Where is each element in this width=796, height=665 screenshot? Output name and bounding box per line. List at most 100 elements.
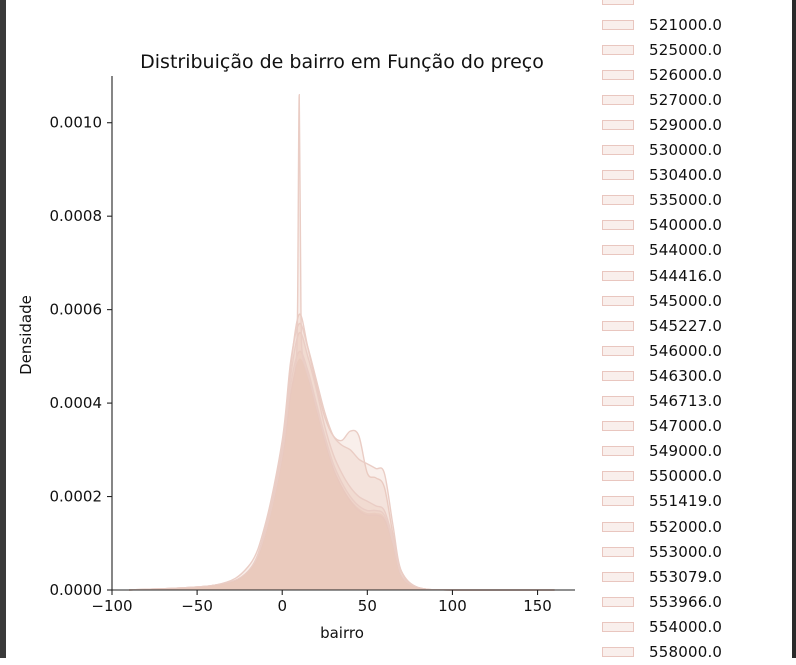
- y-tick-label: 0.0006: [50, 301, 103, 319]
- legend-swatch: [602, 0, 634, 5]
- y-tick-label: 0.0000: [50, 581, 103, 599]
- legend-swatch: [602, 69, 634, 80]
- legend-label: 552000.0: [649, 517, 723, 536]
- legend-swatch: [602, 345, 634, 356]
- legend-swatch: [602, 195, 634, 206]
- legend-item: 529000.0: [602, 112, 792, 137]
- legend-label: 530400.0: [649, 166, 723, 185]
- legend-item: 535000.0: [602, 188, 792, 213]
- legend-swatch: [602, 270, 634, 281]
- legend-swatch: [602, 396, 634, 407]
- legend-item: 545000.0: [602, 288, 792, 313]
- legend-label: 546300.0: [649, 366, 723, 385]
- density-area-1: [129, 314, 555, 590]
- legend-item: 530000.0: [602, 138, 792, 163]
- legend-swatch: [602, 145, 634, 156]
- legend-swatch: [602, 446, 634, 457]
- y-tick-label: 0.0002: [50, 488, 103, 506]
- legend: 521000.0 525000.0 526000.0 527000.0 529000.0…: [602, 0, 792, 665]
- legend-swatch: [602, 646, 634, 657]
- legend-label: 526000.0: [649, 65, 723, 84]
- legend-swatch: [602, 220, 634, 231]
- legend-label: 558000.0: [649, 642, 723, 661]
- density-line-3: [128, 332, 555, 591]
- legend-item: 544416.0: [602, 263, 792, 288]
- legend-item: 544000.0: [602, 238, 792, 263]
- legend-label: 553079.0: [649, 567, 723, 586]
- legend-swatch: [602, 295, 634, 306]
- x-tick-label: −100: [91, 597, 132, 615]
- legend-label: 529000.0: [649, 116, 723, 135]
- x-tick-label: 0: [277, 597, 287, 615]
- legend-item: 546713.0: [602, 389, 792, 414]
- legend-swatch: [602, 19, 634, 30]
- legend-label: 544416.0: [649, 266, 723, 285]
- axes: −100 −50 0 50 100 150 0.0000 0.0002 0.0004 0.0006…: [50, 76, 575, 615]
- legend-label: 535000.0: [649, 191, 723, 210]
- legend-swatch: [602, 320, 634, 331]
- legend-item: 547000.0: [602, 414, 792, 439]
- legend-swatch: [602, 245, 634, 256]
- legend-item: 558000.0: [602, 639, 792, 664]
- legend-swatch: [602, 170, 634, 181]
- density-curves: [128, 93, 555, 591]
- legend-swatch: [602, 370, 634, 381]
- legend-item: 546300.0: [602, 363, 792, 388]
- legend-swatch: [602, 596, 634, 607]
- legend-swatch: [602, 521, 634, 532]
- legend-label: 545000.0: [649, 291, 723, 310]
- legend-label: 545227.0: [649, 316, 723, 335]
- x-axis-label: bairro: [320, 624, 364, 642]
- legend-swatch: [602, 571, 634, 582]
- window-right-border: [792, 0, 796, 658]
- y-axis-label: Densidade: [17, 295, 35, 375]
- legend-item: 546000.0: [602, 338, 792, 363]
- legend-label: 546713.0: [649, 392, 723, 411]
- legend-swatch: [602, 44, 634, 55]
- y-tick-label: 0.0008: [50, 207, 103, 225]
- legend-label: 553966.0: [649, 592, 723, 611]
- legend-swatch: [602, 471, 634, 482]
- legend-item: 530400.0: [602, 163, 792, 188]
- legend-label: 549000.0: [649, 442, 723, 461]
- legend-label: 544000.0: [649, 241, 723, 260]
- legend-item: 550000.0: [602, 464, 792, 489]
- legend-swatch: [602, 496, 634, 507]
- y-tick-label: 0.0004: [50, 394, 103, 412]
- legend-label: 547000.0: [649, 417, 723, 436]
- legend-item: 553966.0: [602, 589, 792, 614]
- legend-item: 521000.0: [602, 12, 792, 37]
- legend-swatch: [602, 120, 634, 131]
- legend-label: 530000.0: [649, 141, 723, 160]
- x-tick-label: −50: [181, 597, 213, 615]
- legend-item: 526000.0: [602, 62, 792, 87]
- legend-label: 553000.0: [649, 542, 723, 561]
- legend-swatch: [602, 94, 634, 105]
- legend-item: 540000.0: [602, 213, 792, 238]
- legend-item: 551419.0: [602, 489, 792, 514]
- legend-label: 546000.0: [649, 341, 723, 360]
- legend-item: 545227.0: [602, 313, 792, 338]
- window-left-border: [0, 0, 6, 658]
- legend-swatch: [602, 546, 634, 557]
- x-tick-label: 150: [523, 597, 552, 615]
- legend-swatch: [602, 621, 634, 632]
- legend-item: 527000.0: [602, 87, 792, 112]
- legend-item: 525000.0: [602, 37, 792, 62]
- legend-swatch: [602, 421, 634, 432]
- x-tick-label: 100: [438, 597, 467, 615]
- legend-label: 525000.0: [649, 40, 723, 59]
- x-tick-label: 50: [358, 597, 377, 615]
- legend-label: 540000.0: [649, 216, 723, 235]
- legend-label: 521000.0: [649, 15, 723, 34]
- chart-title: Distribuição de bairro em Função do preç…: [140, 51, 544, 73]
- legend-item: 553000.0: [602, 539, 792, 564]
- legend-item-partial: [602, 0, 792, 12]
- density-area-2: [129, 323, 555, 590]
- legend-label: 551419.0: [649, 492, 723, 511]
- y-tick-label: 0.0010: [50, 114, 103, 132]
- legend-item: 554000.0: [602, 614, 792, 639]
- legend-item: 552000.0: [602, 514, 792, 539]
- legend-label: 550000.0: [649, 467, 723, 486]
